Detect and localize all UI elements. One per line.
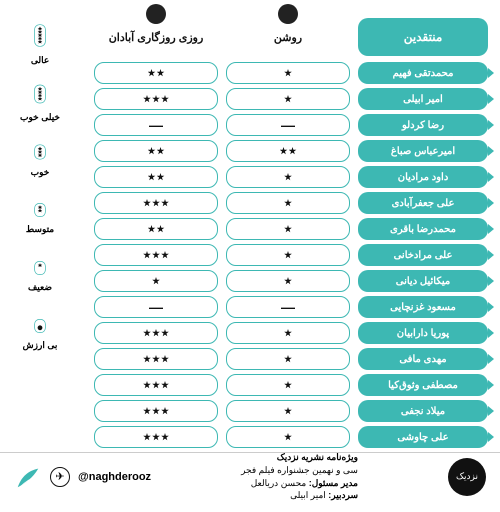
rating-cell bbox=[226, 88, 350, 110]
rating-cell bbox=[94, 270, 218, 292]
rating-cell bbox=[94, 400, 218, 422]
rating-cell bbox=[94, 166, 218, 188]
critic-row: مصطفی وثوق‌کیا bbox=[358, 374, 488, 396]
rating-cell bbox=[94, 348, 218, 370]
critic-row: امیرعباس صباغ bbox=[358, 140, 488, 162]
rating-cell bbox=[94, 62, 218, 84]
critic-row: علی چاوشی bbox=[358, 426, 488, 448]
film-header: روشن bbox=[226, 18, 350, 56]
legend-label: عالی bbox=[31, 55, 49, 66]
rating-cell: — bbox=[94, 114, 218, 136]
film-icon bbox=[278, 4, 298, 24]
footer-credits: ویژه‌نامه نشریه نزدیک سی و نهمین جشنواره… bbox=[241, 451, 358, 501]
brand-logo: نزدیک bbox=[448, 458, 486, 496]
legend-label: ضعیف bbox=[28, 282, 52, 293]
rating-cell bbox=[226, 426, 350, 448]
rating-cell bbox=[226, 348, 350, 370]
rating-cell bbox=[94, 244, 218, 266]
festival-icon bbox=[14, 463, 42, 491]
film-header: روزی روزگاری آبادان bbox=[94, 18, 218, 56]
telegram-icon[interactable]: ✈ bbox=[50, 467, 70, 487]
legend: عالی خیلی خوب خوب متوسط ضعیف bbox=[12, 18, 68, 452]
film-icon bbox=[146, 4, 166, 24]
legend-item: خوب bbox=[12, 134, 68, 182]
rating-cell: — bbox=[226, 296, 350, 318]
critic-row: مسعود غزنچایی bbox=[358, 296, 488, 318]
legend-label: خیلی خوب bbox=[20, 112, 60, 123]
rating-cell bbox=[226, 244, 350, 266]
legend-label: بی ارزش bbox=[23, 340, 58, 351]
legend-item: بی ارزش bbox=[12, 308, 68, 356]
legend-label: خوب bbox=[31, 167, 50, 178]
legend-item: ضعیف bbox=[12, 250, 68, 298]
rating-cell bbox=[94, 140, 218, 162]
legend-item: خیلی خوب bbox=[12, 76, 68, 124]
critic-row: میکائیل دیانی bbox=[358, 270, 488, 292]
rating-cell bbox=[226, 218, 350, 240]
critics-header: منتقدین bbox=[358, 18, 488, 56]
critic-row: امیر ابیلی bbox=[358, 88, 488, 110]
rating-cell bbox=[226, 374, 350, 396]
rating-cell bbox=[226, 322, 350, 344]
critic-row: محمدتقی فهیم bbox=[358, 62, 488, 84]
critic-row: رضا کردلو bbox=[358, 114, 488, 136]
rating-cell bbox=[226, 62, 350, 84]
rating-cell: — bbox=[94, 296, 218, 318]
rating-cell bbox=[226, 270, 350, 292]
rating-cell bbox=[226, 400, 350, 422]
critic-row: داود مرادیان bbox=[358, 166, 488, 188]
rating-cell bbox=[94, 322, 218, 344]
critic-row: علی جعفرآبادی bbox=[358, 192, 488, 214]
rating-cell bbox=[226, 140, 350, 162]
rating-cell: — bbox=[226, 114, 350, 136]
critic-row: میلاد نجفی bbox=[358, 400, 488, 422]
rating-cell bbox=[94, 218, 218, 240]
rating-cell bbox=[94, 374, 218, 396]
social-handle[interactable]: @naghderooz bbox=[78, 471, 151, 483]
legend-item: عالی bbox=[12, 18, 68, 66]
critic-row: علی مرادخانی bbox=[358, 244, 488, 266]
critic-row: محمدرضا باقری bbox=[358, 218, 488, 240]
rating-cell bbox=[94, 88, 218, 110]
rating-cell bbox=[226, 192, 350, 214]
rating-cell bbox=[94, 192, 218, 214]
critic-row: مهدی مافی bbox=[358, 348, 488, 370]
rating-cell bbox=[94, 426, 218, 448]
critic-row: پوریا دارابیان bbox=[358, 322, 488, 344]
rating-cell bbox=[226, 166, 350, 188]
legend-label: متوسط bbox=[26, 224, 54, 235]
legend-item: متوسط bbox=[12, 192, 68, 240]
